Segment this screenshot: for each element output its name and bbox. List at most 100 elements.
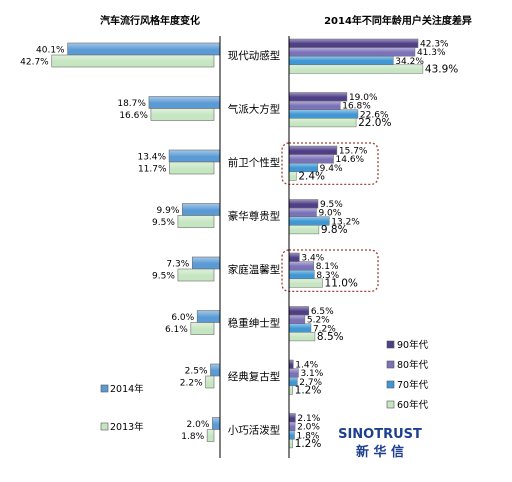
right-legend-swatch xyxy=(386,400,395,409)
right-legend-label: 80年代 xyxy=(397,359,429,371)
right-bar-60年代-现代动感型 xyxy=(288,64,424,74)
left-value-label: 2.2% xyxy=(180,379,203,389)
category-label: 气派大方型 xyxy=(228,103,281,116)
right-bar-80年代-豪华尊贵型 xyxy=(288,207,317,217)
right-value-label: 11.0% xyxy=(325,277,358,289)
left-value-label: 7.3% xyxy=(166,260,189,270)
right-bar-60年代-豪华尊贵型 xyxy=(288,225,320,235)
right-bar-80年代-现代动感型 xyxy=(288,47,416,57)
right-bar-80年代-家庭温馨型 xyxy=(288,261,314,271)
left-bar-2014年-小巧活泼型 xyxy=(212,417,221,430)
right-value-label: 19.0% xyxy=(349,93,378,103)
left-bar-2013年-家庭温馨型 xyxy=(177,268,215,282)
right-value-label: 9.8% xyxy=(321,224,348,236)
category-label: 家庭温馨型 xyxy=(228,263,281,276)
right-value-label: 15.7% xyxy=(339,147,368,157)
right-bar-70年代-家庭温馨型 xyxy=(288,269,315,280)
right-value-label: 9.5% xyxy=(320,200,343,210)
left-legend-label: 2013年 xyxy=(110,421,144,433)
right-bar-90年代-气派大方型 xyxy=(288,92,348,102)
left-bar-2013年-气派大方型 xyxy=(150,108,215,121)
right-value-label: 13.2% xyxy=(331,217,360,227)
left-chart-title: 汽车流行风格年度变化 xyxy=(100,14,200,27)
left-bar-2014年-豪华尊贵型 xyxy=(182,203,221,216)
right-bar-80年代-气派大方型 xyxy=(288,100,341,110)
right-bar-90年代-稳重绅士型 xyxy=(288,306,310,316)
right-value-label: 14.6% xyxy=(336,155,365,165)
right-value-label: 3.1% xyxy=(300,369,323,379)
left-bar-2013年-稳重绅士型 xyxy=(190,322,215,335)
right-legend-label: 60年代 xyxy=(397,399,429,411)
right-legend-swatch xyxy=(386,360,395,369)
right-bar-70年代-气派大方型 xyxy=(288,109,359,119)
right-legend-label: 70年代 xyxy=(397,379,429,391)
left-legend-swatch xyxy=(100,422,109,431)
left-value-label: 18.7% xyxy=(117,99,146,109)
left-bar-2014年-经典复古型 xyxy=(210,363,221,377)
right-value-label: 6.5% xyxy=(311,307,334,317)
right-value-label: 8.3% xyxy=(316,271,339,281)
right-bar-60年代-小巧活泼型 xyxy=(288,439,293,449)
category-label: 小巧活泼型 xyxy=(228,424,281,437)
brand-name-en: SINOTRUST xyxy=(338,427,422,442)
right-value-label: 34.2% xyxy=(395,57,424,67)
highlight-boxes xyxy=(281,142,379,293)
right-value-label: 8.1% xyxy=(316,262,339,272)
left-value-label: 2.0% xyxy=(187,420,210,430)
left-value-label: 40.1% xyxy=(36,46,65,56)
left-bar-2014年-家庭温馨型 xyxy=(191,256,221,270)
right-bar-80年代-经典复古型 xyxy=(288,368,299,378)
left-bar-2014年-现代动感型 xyxy=(67,42,221,56)
left-value-label: 11.7% xyxy=(138,165,167,175)
right-bar-90年代-经典复古型 xyxy=(288,359,294,369)
right-bar-80年代-前卫个性型 xyxy=(288,154,334,164)
right-value-label: 2.4% xyxy=(298,170,325,182)
right-value-label: 8.5% xyxy=(317,331,344,343)
left-value-label: 13.4% xyxy=(137,153,166,163)
right-value-label: 16.8% xyxy=(342,102,371,112)
left-value-label: 9.9% xyxy=(157,206,180,216)
highlight-box-前卫个性型 xyxy=(281,142,379,186)
right-bar-60年代-气派大方型 xyxy=(288,118,357,128)
right-bar-90年代-家庭温馨型 xyxy=(288,252,300,262)
right-bar-60年代-家庭温馨型 xyxy=(288,278,323,288)
right-legend: 90年代 80年代 70年代 60年代 xyxy=(386,339,429,411)
right-bar-90年代-豪华尊贵型 xyxy=(288,199,319,209)
brand-name-cn: 新 华 信 xyxy=(356,444,404,460)
right-bar-70年代-稳重绅士型 xyxy=(288,323,312,333)
left-bar-2014年-气派大方型 xyxy=(148,96,221,109)
left-legend-swatch xyxy=(100,384,109,393)
left-legend-label: 2014年 xyxy=(110,383,144,395)
category-label: 经典复古型 xyxy=(228,370,281,383)
left-bars: 40.1% 42.7% 18.7% 16.6% 13.4% 11.7% 9.9% 9.5% 7.… xyxy=(20,42,221,442)
right-value-label: 1.2% xyxy=(295,384,322,396)
left-value-label: 16.6% xyxy=(119,111,148,121)
right-bar-80年代-稳重绅士型 xyxy=(288,314,306,324)
left-value-label: 9.5% xyxy=(152,272,175,282)
right-value-label: 1.4% xyxy=(295,361,318,371)
category-label: 现代动感型 xyxy=(228,49,281,62)
left-bar-2013年-前卫个性型 xyxy=(169,161,215,175)
left-bar-2013年-现代动感型 xyxy=(51,54,215,68)
right-value-label: 22.6% xyxy=(360,110,389,120)
right-chart-title: 2014年不同年龄用户关注度差异 xyxy=(324,14,472,27)
right-value-label: 9.4% xyxy=(320,164,343,174)
category-label: 豪华尊贵型 xyxy=(228,210,281,223)
right-bar-90年代-前卫个性型 xyxy=(288,145,338,155)
right-value-label: 3.4% xyxy=(301,254,324,264)
left-bar-2014年-稳重绅士型 xyxy=(196,310,221,323)
highlight-box-家庭温馨型 xyxy=(281,249,379,293)
right-value-label: 5.2% xyxy=(307,316,330,326)
left-legend: 2014年 2013年 xyxy=(100,383,144,433)
right-bar-70年代-小巧活泼型 xyxy=(288,430,295,440)
right-bars: 42.3%41.3%34.2%43.9% 19.0%16.8%22.6%22.0%… xyxy=(288,38,458,450)
right-value-label: 42.3% xyxy=(420,40,449,50)
right-bar-90年代-小巧活泼型 xyxy=(288,413,296,423)
left-bar-2014年-前卫个性型 xyxy=(168,149,221,163)
right-legend-swatch xyxy=(386,380,395,389)
right-value-label: 7.2% xyxy=(313,324,336,334)
right-value-label: 1.8% xyxy=(296,431,319,441)
left-value-label: 1.8% xyxy=(181,432,204,442)
